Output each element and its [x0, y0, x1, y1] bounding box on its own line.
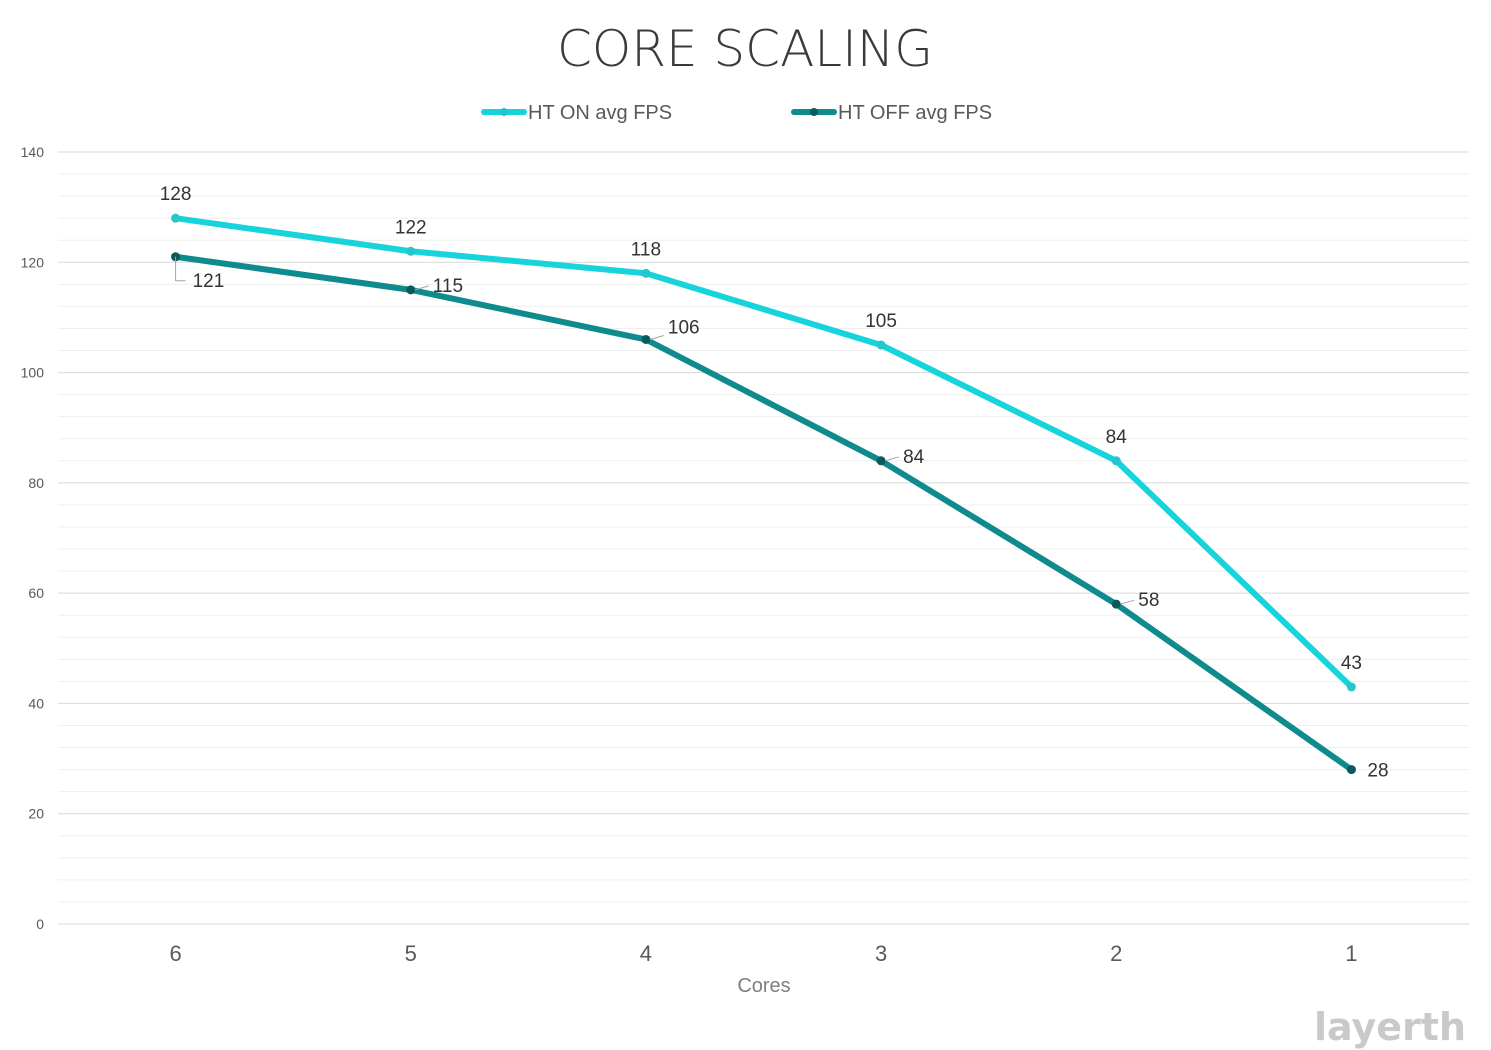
series-line-ht-on	[172, 215, 1355, 690]
y-tick-label: 0	[36, 916, 44, 932]
data-label-ht-off: 58	[1138, 590, 1159, 611]
y-tick-label: 140	[21, 144, 45, 160]
y-tick-label: 80	[28, 475, 44, 491]
legend-label: HT ON avg FPS	[528, 102, 672, 124]
legend-item: HT OFF avg FPS	[791, 102, 992, 124]
data-label-ht-off: 121	[193, 271, 225, 292]
data-label-ht-off: 28	[1367, 761, 1388, 782]
data-point-ht-on	[171, 213, 181, 223]
chart-legend: HT ON avg FPS HT OFF avg FPS	[481, 102, 992, 124]
legend-marker	[500, 108, 508, 116]
x-axis-ticks: 6 5 4 3 2 1	[169, 941, 1357, 966]
data-label-ht-off: 115	[433, 276, 463, 297]
data-label-ht-on: 43	[1341, 653, 1362, 674]
y-tick-label: 100	[21, 365, 45, 381]
legend-label: HT OFF avg FPS	[838, 102, 992, 124]
y-tick-label: 120	[21, 254, 45, 270]
data-point-ht-off	[1111, 599, 1121, 609]
data-point-ht-off	[641, 334, 651, 344]
y-tick-label: 40	[28, 695, 44, 711]
series-line-ht-off	[172, 253, 1355, 773]
data-point-ht-off	[876, 456, 886, 466]
chart-title: CORE SCALING	[557, 20, 933, 78]
data-point-ht-on	[876, 340, 886, 350]
data-point-ht-off	[1346, 765, 1356, 775]
x-tick-label: 5	[405, 941, 417, 966]
data-label-ht-on: 122	[395, 217, 427, 238]
series-layer	[171, 213, 1356, 775]
y-tick-label: 20	[28, 806, 44, 822]
x-tick-label: 1	[1345, 941, 1357, 966]
data-label-ht-off: 106	[668, 317, 700, 338]
data-label-ht-off: 84	[903, 447, 925, 468]
leader-line	[884, 456, 900, 462]
legend-marker	[810, 108, 818, 116]
watermark-logo: layerth	[1314, 1005, 1466, 1049]
x-axis-title: Cores	[737, 975, 790, 997]
y-tick-label: 60	[28, 585, 44, 601]
x-tick-label: 6	[169, 941, 181, 966]
data-label-ht-on: 84	[1106, 427, 1128, 448]
data-point-ht-on	[1111, 456, 1121, 466]
leader-line	[649, 335, 665, 340]
leader-line	[414, 285, 429, 291]
data-label-ht-on: 128	[160, 184, 192, 205]
data-label-ht-on: 105	[865, 311, 897, 332]
leader-line	[175, 256, 186, 282]
y-axis-ticks: 0 20 40 60 80 100 120 140	[21, 144, 45, 932]
legend-item: HT ON avg FPS	[481, 102, 672, 124]
data-label-ht-on: 118	[631, 239, 661, 260]
data-point-ht-on	[1346, 682, 1356, 692]
x-tick-label: 3	[875, 941, 887, 966]
data-labels-layer: 128 122 118 105 84 43 121 115 106 84 58 28	[160, 184, 1389, 781]
x-tick-label: 2	[1110, 941, 1122, 966]
data-point-ht-on	[406, 246, 416, 256]
x-tick-label: 4	[640, 941, 652, 966]
leader-line	[1120, 599, 1135, 605]
data-point-ht-off	[406, 285, 416, 295]
gridlines	[58, 151, 1469, 925]
data-point-ht-on	[641, 268, 651, 278]
